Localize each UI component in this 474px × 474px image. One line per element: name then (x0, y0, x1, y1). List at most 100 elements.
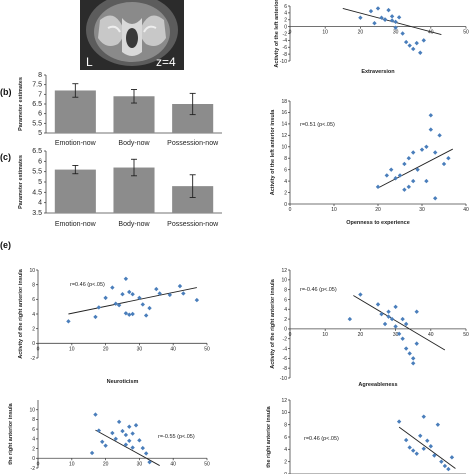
data-point (433, 150, 438, 155)
data-point (116, 303, 122, 308)
y-tick-label: 5 (38, 179, 42, 186)
x-tick-label: 10 (322, 332, 328, 338)
y-tick-label: 16 (281, 110, 287, 116)
category-label: Emotion-now (55, 140, 97, 147)
y-tick-label: 8 (32, 417, 35, 423)
y-tick-label: 4 (38, 200, 42, 207)
y-axis-label: Activity of the right anterior insula (270, 278, 276, 368)
data-point (89, 450, 95, 456)
data-point (411, 178, 416, 184)
y-tick-label: -4 (283, 346, 288, 352)
data-point (347, 316, 353, 322)
y-tick-label: 8 (32, 282, 35, 288)
data-point (446, 466, 451, 472)
data-point (402, 161, 407, 167)
y-tick-label: -10 (280, 59, 287, 65)
brain-left-label: L (86, 55, 93, 69)
data-point (103, 443, 108, 448)
data-point (137, 295, 142, 301)
y-tick-label: 7.5 (32, 82, 42, 89)
data-point (403, 39, 409, 45)
data-point (441, 161, 447, 167)
data-point (386, 314, 391, 319)
y-tick-label: 2 (284, 190, 287, 196)
regression-line (68, 287, 197, 315)
y-tick-label: 5 (38, 130, 42, 137)
data-point (411, 150, 416, 155)
data-point (379, 15, 384, 20)
y-tick-label: 4 (284, 179, 287, 185)
data-point (411, 448, 416, 453)
x-tick-label: 50 (204, 346, 210, 352)
data-point (147, 459, 152, 465)
y-tick-label: 8 (284, 422, 287, 428)
x-tick-label: 20 (103, 346, 109, 352)
y-tick-label: -2 (283, 31, 288, 37)
data-point (123, 442, 129, 447)
y-tick-label: 10 (281, 145, 287, 151)
y-tick-label: 8 (38, 72, 42, 79)
y-axis-label: Parameter estimates (18, 77, 24, 131)
data-point (421, 414, 426, 419)
y-tick-label: 6.5 (32, 101, 42, 108)
x-tick-label: 10 (69, 461, 75, 467)
x-tick-label: 30 (393, 332, 399, 338)
y-tick-label: 4 (32, 437, 35, 443)
data-point (419, 147, 425, 152)
y-tick-label: 6 (284, 435, 287, 441)
data-point (130, 311, 135, 317)
data-point (100, 439, 105, 444)
x-tick-label: 20 (358, 332, 364, 338)
data-point (389, 14, 395, 19)
y-tick-label: 5.5 (32, 169, 42, 176)
data-point (400, 316, 405, 322)
x-tick-label: 0 (289, 207, 292, 213)
regression-line (95, 429, 160, 466)
data-point (130, 445, 135, 450)
x-axis-label: Neuroticism (107, 379, 139, 385)
y-tick-label: 4 (284, 447, 287, 453)
x-tick-label: 40 (428, 30, 434, 36)
data-point (411, 356, 416, 361)
data-point (407, 445, 412, 450)
data-point (402, 187, 407, 192)
panel-label-e: (e) (0, 240, 11, 250)
data-point (123, 311, 129, 316)
data-point (433, 196, 438, 201)
category-label: Emotion-now (55, 221, 97, 228)
data-point (439, 459, 444, 464)
y-tick-label: 0 (284, 202, 287, 208)
data-point (396, 331, 402, 337)
data-point (414, 451, 419, 456)
x-axis-label: Agreeableness (358, 382, 397, 388)
data-point (167, 292, 173, 298)
data-point (127, 312, 132, 317)
y-axis-label: the right anterior insula (266, 405, 272, 467)
data-point (418, 50, 423, 55)
y-tick-label: 8 (284, 156, 287, 162)
x-tick-label: 0 (37, 461, 40, 467)
y-axis-label: Parameter estimates (18, 155, 24, 209)
data-point (403, 346, 409, 351)
data-point (442, 463, 448, 469)
data-point (437, 133, 442, 138)
regression-line (353, 295, 446, 351)
data-point (403, 437, 409, 443)
data-point (421, 446, 426, 451)
data-point (157, 291, 162, 296)
y-tick-label: 2 (32, 326, 35, 332)
data-point (375, 302, 381, 307)
y-tick-label: -4 (283, 38, 288, 44)
data-point (428, 127, 433, 132)
data-point (396, 419, 402, 424)
y-tick-label: 6 (38, 158, 42, 165)
data-point (407, 351, 412, 356)
correlation-annotation: r=0.46 (p<.05) (70, 282, 105, 288)
panel-label-c: (c) (0, 152, 11, 162)
bar (54, 169, 96, 213)
data-point (181, 291, 186, 296)
y-tick-label: 2 (284, 317, 287, 323)
